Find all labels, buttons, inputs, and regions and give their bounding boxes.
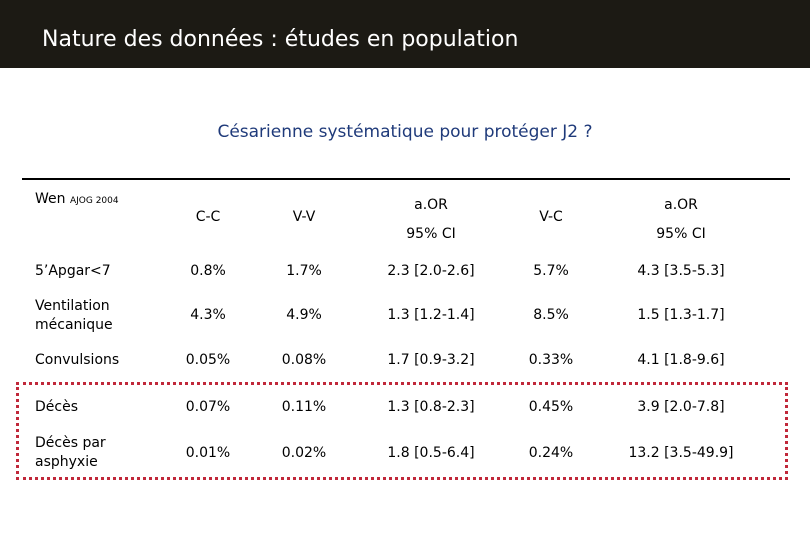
table-cell: 2.3 [2.0-2.6]	[387, 263, 475, 279]
source-journal: AJOG 2004	[69, 196, 119, 206]
row-label: 5’Apgar<7	[35, 263, 111, 279]
row-label: asphyxie	[35, 454, 98, 470]
header-vv: V-V	[292, 209, 316, 225]
table-cell: 0.8%	[190, 263, 226, 279]
table-cell: 0.08%	[281, 352, 327, 368]
table-cell: 1.5 [1.3-1.7]	[637, 307, 725, 323]
slide-subtitle: Césarienne systématique pour protéger J2…	[217, 122, 593, 142]
row-label: Décès par	[35, 435, 106, 451]
slide-title: Nature des données : études en populatio…	[42, 27, 519, 52]
table-cell: 4.3%	[190, 307, 226, 323]
highlight-box	[16, 382, 788, 480]
table-cell: 1.7%	[286, 263, 322, 279]
table-cell: 4.3 [3.5-5.3]	[637, 263, 725, 279]
table-cell: 0.45%	[528, 399, 574, 415]
table-cell: 1.3 [0.8-2.3]	[387, 399, 475, 415]
header-vc: V-C	[539, 209, 563, 225]
table-source-label: Wen AJOG 2004	[35, 190, 119, 210]
table-cell: 4.1 [1.8-9.6]	[637, 352, 725, 368]
header-aor-1: a.OR	[414, 197, 448, 213]
table-cell: 4.9%	[286, 307, 322, 323]
row-label: Convulsions	[35, 352, 120, 368]
row-label: Ventilation	[35, 298, 110, 314]
table-cell: 0.24%	[528, 445, 574, 461]
table-cell: 5.7%	[533, 263, 569, 279]
table-cell: 1.8 [0.5-6.4]	[387, 445, 475, 461]
row-label: mécanique	[35, 317, 113, 333]
header-ci-2: 95% CI	[656, 226, 706, 242]
table-cell: 0.01%	[185, 445, 231, 461]
table-top-rule	[22, 178, 790, 180]
table-cell: 1.7 [0.9-3.2]	[387, 352, 475, 368]
table-cell: 0.05%	[185, 352, 231, 368]
table-cell: 8.5%	[533, 307, 569, 323]
table-cell: 3.9 [2.0-7.8]	[637, 399, 725, 415]
table-cell: 0.02%	[281, 445, 327, 461]
title-bar: Nature des données : études en populatio…	[0, 0, 810, 68]
table-cell: 1.3 [1.2-1.4]	[387, 307, 475, 323]
header-aor-2: a.OR	[664, 197, 698, 213]
table-cell: 13.2 [3.5-49.9]	[628, 445, 734, 461]
header-cc: C-C	[195, 209, 221, 225]
row-label: Décès	[35, 399, 78, 415]
table-cell: 0.07%	[185, 399, 231, 415]
table-cell: 0.11%	[281, 399, 327, 415]
header-ci-1: 95% CI	[406, 226, 456, 242]
table-cell: 0.33%	[528, 352, 574, 368]
source-author: Wen	[35, 191, 66, 207]
